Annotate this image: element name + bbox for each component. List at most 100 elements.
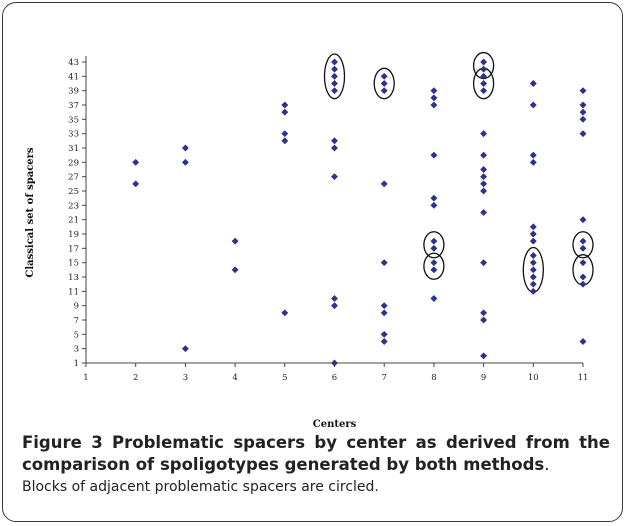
data-point [480, 130, 488, 138]
y-tick-label: 39 [68, 87, 79, 97]
data-point [480, 259, 488, 267]
data-point [331, 144, 338, 152]
data-point [281, 130, 289, 138]
x-tick-label: 7 [381, 373, 386, 383]
x-tick-label: 9 [481, 373, 486, 383]
data-point [181, 144, 189, 152]
data-point [480, 316, 488, 324]
scatter-chart: 1357911131517192123252729313335373941431… [25, 51, 594, 430]
x-tick-label: 2 [133, 373, 138, 383]
data-point [380, 259, 388, 267]
data-point [380, 80, 388, 87]
data-point [480, 87, 488, 95]
data-point [380, 87, 388, 95]
data-point [281, 309, 289, 317]
data-point [430, 259, 438, 267]
data-point [132, 158, 140, 166]
y-tick-label: 9 [74, 302, 79, 312]
caption-title-text: Figure 3 Problematic spacers by center a… [22, 433, 610, 474]
x-tick-label: 4 [232, 373, 237, 383]
data-point [480, 352, 488, 360]
data-point [181, 345, 189, 353]
data-point [579, 216, 587, 224]
data-point [331, 72, 338, 80]
data-point [331, 295, 338, 302]
circled-block [572, 231, 594, 259]
y-tick-label: 21 [68, 216, 79, 226]
y-tick-label: 33 [68, 130, 79, 140]
data-point [480, 166, 488, 173]
data-point [529, 280, 537, 288]
data-point [480, 58, 488, 66]
data-point [331, 173, 338, 181]
data-point [380, 338, 388, 345]
data-point [579, 101, 587, 109]
data-point [480, 209, 488, 216]
data-point [529, 101, 537, 109]
data-point [331, 80, 338, 87]
data-point [380, 180, 388, 188]
data-point [331, 65, 338, 73]
y-tick-label: 13 [68, 273, 79, 283]
data-point [579, 280, 587, 288]
data-point [380, 72, 388, 80]
y-tick-label: 7 [74, 316, 79, 326]
x-axis-title: Centers [313, 419, 357, 430]
y-tick-label: 19 [68, 230, 79, 240]
data-point [430, 244, 438, 252]
x-tick-label: 11 [578, 373, 589, 383]
data-point [430, 101, 438, 109]
data-point [480, 173, 488, 181]
y-tick-label: 23 [68, 201, 79, 211]
data-point [430, 194, 438, 202]
data-point [579, 338, 587, 345]
data-point [430, 266, 438, 274]
y-tick-label: 3 [74, 345, 79, 355]
x-tick-label: 6 [332, 373, 337, 383]
data-point [331, 87, 338, 95]
data-point [181, 158, 189, 166]
data-point [529, 223, 537, 231]
data-point [430, 94, 438, 102]
x-tick-label: 8 [431, 373, 436, 383]
x-tick-label: 10 [528, 373, 539, 383]
data-point [331, 137, 338, 145]
data-point [430, 237, 438, 245]
figure-frame [2, 2, 623, 522]
data-point [281, 137, 289, 145]
data-point [579, 273, 587, 281]
data-point [529, 287, 537, 295]
data-point [380, 330, 388, 338]
x-tick-label: 5 [282, 373, 287, 383]
data-point [480, 80, 488, 87]
data-point [231, 237, 239, 245]
data-point [529, 252, 537, 259]
data-point [281, 108, 289, 116]
caption-title-period: . [544, 455, 550, 474]
y-tick-label: 43 [68, 58, 79, 68]
data-point [331, 302, 338, 310]
figure-caption: Figure 3 Problematic spacers by center a… [22, 432, 610, 497]
data-point [480, 65, 488, 73]
y-tick-label: 37 [68, 101, 79, 111]
data-point [480, 309, 488, 317]
data-point [430, 295, 438, 302]
circled-block [323, 53, 346, 100]
data-point [529, 237, 537, 245]
data-point [380, 302, 388, 310]
data-point [480, 187, 488, 195]
y-tick-label: 17 [68, 244, 79, 254]
data-point [430, 87, 438, 95]
circled-block [373, 67, 395, 100]
circled-block [423, 231, 445, 259]
data-point [529, 80, 537, 87]
y-tick-label: 27 [68, 173, 79, 183]
data-point [480, 180, 488, 188]
data-point [529, 151, 537, 159]
caption-body: Blocks of adjacent problematic spacers a… [22, 479, 379, 495]
data-point [331, 359, 338, 367]
y-tick-label: 41 [68, 72, 79, 82]
data-point [430, 201, 438, 209]
data-point [480, 151, 488, 159]
data-point [231, 266, 239, 274]
